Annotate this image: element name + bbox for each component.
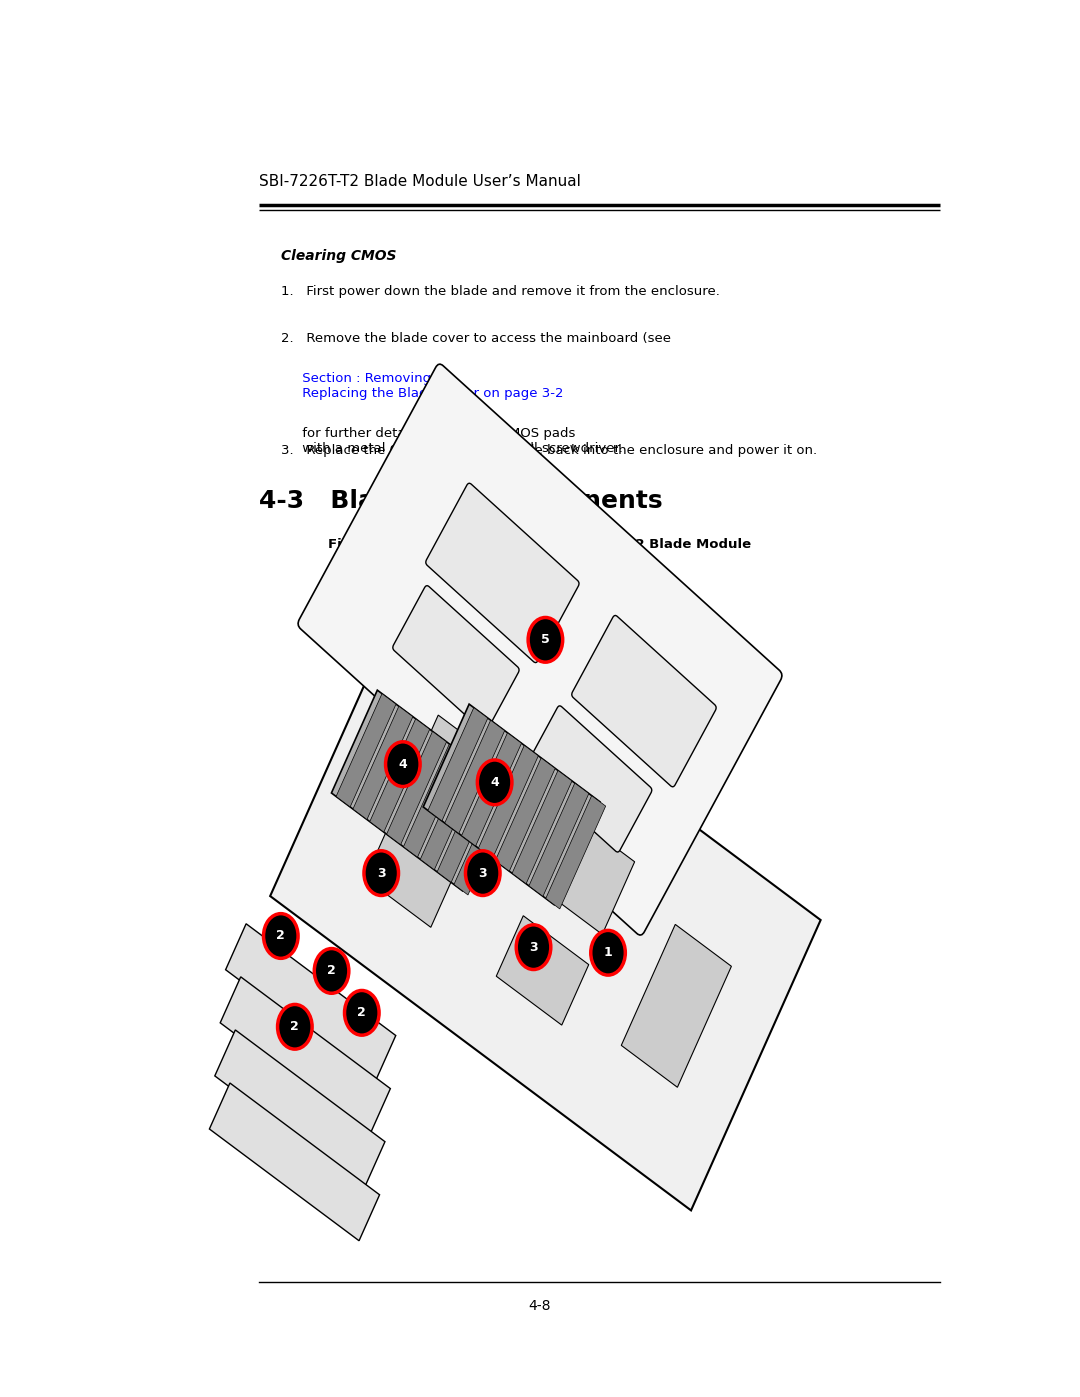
Circle shape [345,990,379,1035]
Text: Figure 4-5. Exploded View of SBI-7226T-T2 Blade Module: Figure 4-5. Exploded View of SBI-7226T-T… [328,538,752,550]
FancyBboxPatch shape [298,365,782,935]
FancyBboxPatch shape [526,705,652,852]
Text: 4: 4 [490,775,499,789]
Circle shape [528,617,563,662]
FancyBboxPatch shape [426,483,579,662]
Circle shape [386,742,420,787]
Text: 2: 2 [357,1006,366,1020]
Text: Clearing CMOS: Clearing CMOS [281,249,396,263]
Polygon shape [420,757,481,870]
FancyBboxPatch shape [393,585,519,732]
Polygon shape [353,707,413,820]
Circle shape [264,914,298,958]
Polygon shape [545,796,606,909]
FancyBboxPatch shape [332,690,509,891]
FancyBboxPatch shape [220,977,390,1134]
Text: Section : Removing/
     Replacing the Blade Cover on page 3-2: Section : Removing/ Replacing the Blade … [281,372,564,400]
Polygon shape [478,746,538,859]
FancyBboxPatch shape [270,606,821,1210]
Polygon shape [387,732,446,845]
Polygon shape [461,733,522,847]
Text: for further details). Short the CMOS pads
     with a metal object such as a sma: for further details). Short the CMOS pad… [281,427,623,455]
FancyBboxPatch shape [226,923,395,1081]
Text: 2.   Remove the blade cover to access the mainboard (see: 2. Remove the blade cover to access the … [281,332,675,345]
Text: SBI-7226T-T2 Blade Module User’s Manual: SBI-7226T-T2 Blade Module User’s Manual [259,173,581,189]
FancyBboxPatch shape [210,1083,379,1241]
Text: 5: 5 [541,633,550,647]
FancyBboxPatch shape [497,915,589,1025]
Circle shape [465,851,500,895]
Polygon shape [336,694,396,807]
Polygon shape [369,719,430,833]
FancyBboxPatch shape [423,704,600,905]
Circle shape [516,925,551,970]
Circle shape [314,949,349,993]
Text: 4-8: 4-8 [529,1299,551,1313]
Text: 2: 2 [327,964,336,978]
Polygon shape [445,721,504,834]
Polygon shape [404,745,463,858]
FancyBboxPatch shape [365,817,458,928]
Text: 3: 3 [377,866,386,880]
FancyBboxPatch shape [621,925,731,1087]
Polygon shape [496,759,555,872]
FancyBboxPatch shape [406,715,503,837]
Circle shape [477,760,512,805]
Text: 3: 3 [529,940,538,954]
FancyBboxPatch shape [537,813,635,935]
Text: 4-3   Blade Unit Components: 4-3 Blade Unit Components [259,489,663,513]
FancyBboxPatch shape [571,616,716,787]
Text: 3: 3 [478,866,487,880]
Text: 1.   First power down the blade and remove it from the enclosure.: 1. First power down the blade and remove… [281,285,719,298]
Polygon shape [437,770,497,883]
Text: 4: 4 [399,757,407,771]
Circle shape [591,930,625,975]
Circle shape [278,1004,312,1049]
Text: 2: 2 [276,929,285,943]
Polygon shape [529,784,589,897]
Text: 1: 1 [604,946,612,960]
Circle shape [364,851,399,895]
Text: 3.   Replace the cover, install the blade back into the enclosure and power it o: 3. Replace the cover, install the blade … [281,444,816,457]
Polygon shape [428,708,488,821]
Polygon shape [512,771,572,884]
FancyBboxPatch shape [215,1030,384,1187]
Text: 2: 2 [291,1020,299,1034]
Polygon shape [454,782,514,895]
